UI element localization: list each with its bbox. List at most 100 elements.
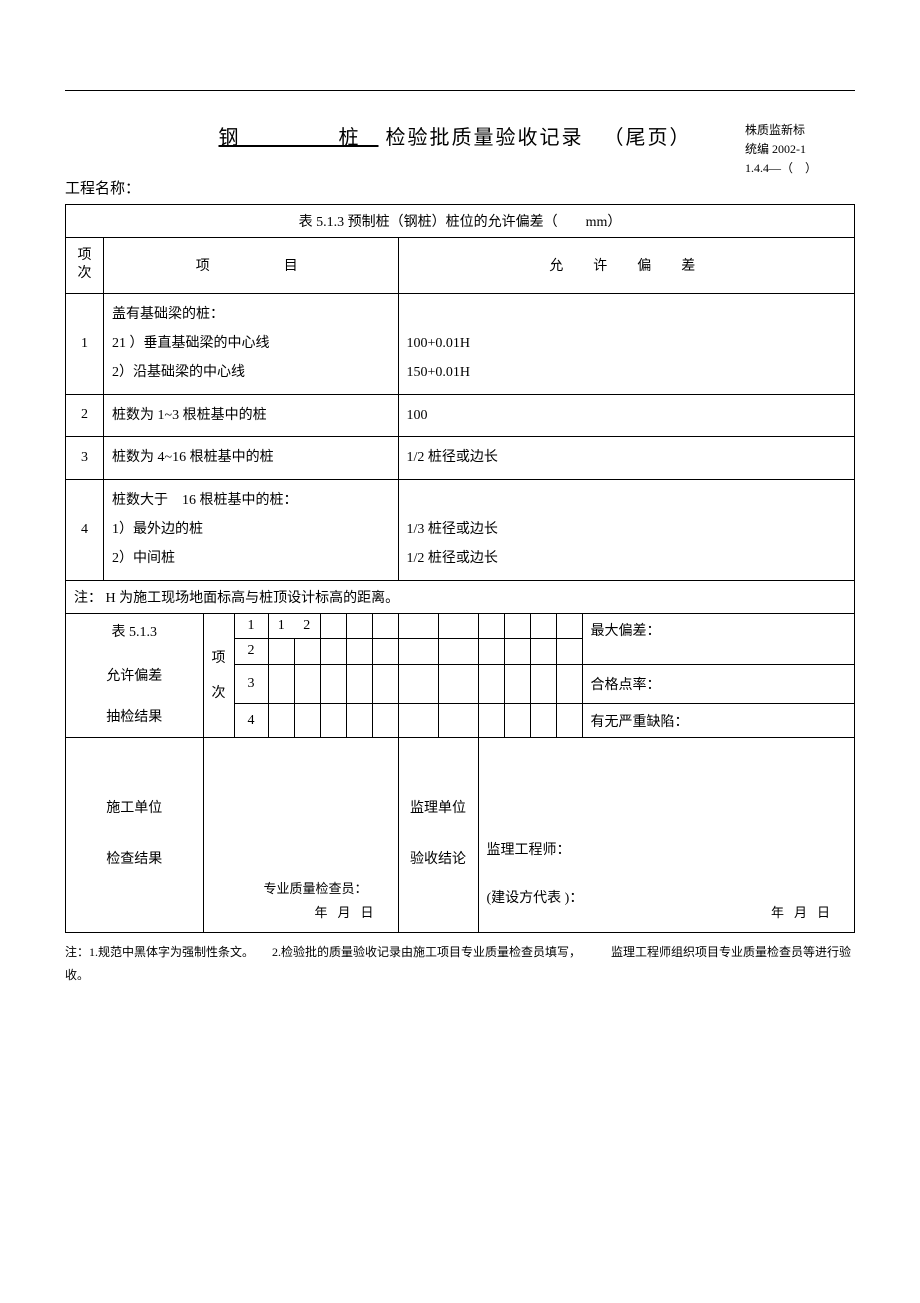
row-tol: 100 xyxy=(398,394,854,436)
page-title: 钢 桩 检验批质量验收记录 （尾页） xyxy=(65,121,745,150)
footnote: 注：1.规范中黑体字为强制性条文。 2.检验批的质量验收记录由施工项目专业质量检… xyxy=(65,941,855,987)
grid-cell[interactable] xyxy=(372,639,398,664)
grid-cell[interactable] xyxy=(346,613,372,638)
row-tol: 1/2 桩径或边长 xyxy=(398,437,854,479)
grid-cell[interactable] xyxy=(372,704,398,738)
year-label: 年 xyxy=(314,905,337,920)
grid-cell[interactable] xyxy=(478,704,504,738)
note-row: 注： H 为施工现场地面标高与桩顶设计标高的距离。 xyxy=(66,580,855,613)
row-seq: 4 xyxy=(66,479,104,580)
grid-cell[interactable] xyxy=(268,704,294,738)
grid-cell[interactable] xyxy=(346,704,372,738)
row-tol: 1/3 桩径或边长 1/2 桩径或边长 xyxy=(398,479,854,580)
grid-cell[interactable] xyxy=(504,704,530,738)
check-label-3: 抽检结果 xyxy=(74,705,195,732)
grid-row-num: 1 xyxy=(234,613,268,638)
result-max-dev: 最大偏差： xyxy=(582,613,854,664)
result-defect: 有无严重缺陷： xyxy=(582,704,854,738)
row-seq: 3 xyxy=(66,437,104,479)
proj-axis-text: 项次 xyxy=(212,641,226,711)
grid-cell[interactable] xyxy=(294,664,320,704)
check-label-2: 允许偏差 xyxy=(74,664,195,691)
inspector-label: 专业质量检查员： xyxy=(264,876,368,902)
grid-cell[interactable] xyxy=(438,664,478,704)
month-label: 月 xyxy=(794,905,817,920)
grid-row-num: 4 xyxy=(234,704,268,738)
title-suffix: （尾页） xyxy=(604,127,692,149)
month-label: 月 xyxy=(337,905,360,920)
grid-cell[interactable] xyxy=(530,704,556,738)
grid-cell[interactable] xyxy=(438,639,478,664)
grid-cell[interactable] xyxy=(268,664,294,704)
grid-cell[interactable] xyxy=(320,639,346,664)
date-line-right: 年月日 xyxy=(771,900,840,926)
check-label-1: 表 5.1.3 xyxy=(74,620,195,647)
grid-cell[interactable] xyxy=(346,664,372,704)
row-desc: 桩数大于 16 根桩基中的桩： 1）最外边的桩 2）中间桩 xyxy=(104,479,399,580)
ref-line-1: 株质监新标 xyxy=(745,121,855,140)
row-desc: 盖有基础梁的桩： 21 ）垂直基础梁的中心线 2）沿基础梁的中心线 xyxy=(104,293,399,394)
row-desc: 桩数为 4~16 根桩基中的桩 xyxy=(104,437,399,479)
year-label: 年 xyxy=(771,905,794,920)
grid-cell[interactable] xyxy=(320,704,346,738)
grid-cell[interactable] xyxy=(294,639,320,664)
col-header-seq: 项次 xyxy=(66,237,104,293)
col-header-tol: 允 许 偏 差 xyxy=(398,237,854,293)
grid-cell[interactable] xyxy=(478,639,504,664)
grid-cell[interactable] xyxy=(556,639,582,664)
col-header-item: 项 目 xyxy=(104,237,399,293)
grid-cell[interactable] xyxy=(556,704,582,738)
grid-cell[interactable] xyxy=(530,664,556,704)
grid-cell[interactable] xyxy=(504,664,530,704)
grid-cell[interactable] xyxy=(398,704,438,738)
grid-cell[interactable] xyxy=(556,613,582,638)
construction-unit-label: 施工单位 检查结果 xyxy=(66,738,204,933)
proj-axis-label: 项次 xyxy=(203,613,234,738)
grid-cell[interactable] xyxy=(504,613,530,638)
grid-cell[interactable] xyxy=(530,613,556,638)
top-rule xyxy=(65,90,855,91)
main-table: 表 5.1.3 预制桩（钢桩）桩位的允许偏差（ mm） 项次 项 目 允 许 偏… xyxy=(65,204,855,934)
ref-line-2: 统编 2002-1 xyxy=(745,140,855,159)
day-label: 日 xyxy=(817,905,840,920)
grid-cell[interactable] xyxy=(398,639,438,664)
row-tol: 100+0.01H 150+0.01H xyxy=(398,293,854,394)
grid-cell[interactable] xyxy=(478,664,504,704)
row-seq: 1 xyxy=(66,293,104,394)
row-desc: 桩数为 1~3 根桩基中的桩 xyxy=(104,394,399,436)
grid-cell[interactable] xyxy=(372,613,398,638)
accept-concl-text: 验收结论 xyxy=(407,845,470,876)
grid-cell[interactable] xyxy=(438,613,478,638)
grid-cell[interactable] xyxy=(294,704,320,738)
date-line-left: 年月日 xyxy=(314,900,383,926)
grid-cell[interactable] xyxy=(346,639,372,664)
supervision-sign-area[interactable]: 监理工程师： (建设方代表 )： 年月日 xyxy=(478,738,854,933)
title-prefix: 钢 桩 xyxy=(219,127,379,149)
grid-cell[interactable] xyxy=(438,704,478,738)
header-row: 钢 桩 检验批质量验收记录 （尾页） 株质监新标 统编 2002-1 1.4.4—… xyxy=(65,121,855,179)
construction-sign-area[interactable]: 专业质量检查员： 年月日 xyxy=(203,738,398,933)
grid-cell[interactable] xyxy=(372,664,398,704)
grid-cell[interactable] xyxy=(268,639,294,664)
grid-cell[interactable] xyxy=(478,613,504,638)
grid-cell[interactable] xyxy=(556,664,582,704)
title-main: 检验批质量验收记录 xyxy=(379,127,584,149)
row-seq: 2 xyxy=(66,394,104,436)
grid-col-num: 2 xyxy=(294,613,320,638)
grid-cell[interactable] xyxy=(398,664,438,704)
project-name-label: 工程名称： xyxy=(65,177,855,198)
grid-col-num: 1 xyxy=(268,613,294,638)
grid-cell[interactable] xyxy=(320,664,346,704)
grid-row-num: 2 xyxy=(234,639,268,664)
ref-line-3: 1.4.4—（ ） xyxy=(745,159,855,178)
table-caption: 表 5.1.3 预制桩（钢桩）桩位的允许偏差（ mm） xyxy=(66,204,855,237)
grid-cell[interactable] xyxy=(398,613,438,638)
grid-cell[interactable] xyxy=(320,613,346,638)
grid-row-num: 3 xyxy=(234,664,268,704)
grid-cell[interactable] xyxy=(530,639,556,664)
check-result-text: 检查结果 xyxy=(74,845,195,876)
constr-unit-text: 施工单位 xyxy=(74,794,195,825)
day-label: 日 xyxy=(361,905,384,920)
superv-unit-text: 监理单位 xyxy=(407,794,470,825)
grid-cell[interactable] xyxy=(504,639,530,664)
